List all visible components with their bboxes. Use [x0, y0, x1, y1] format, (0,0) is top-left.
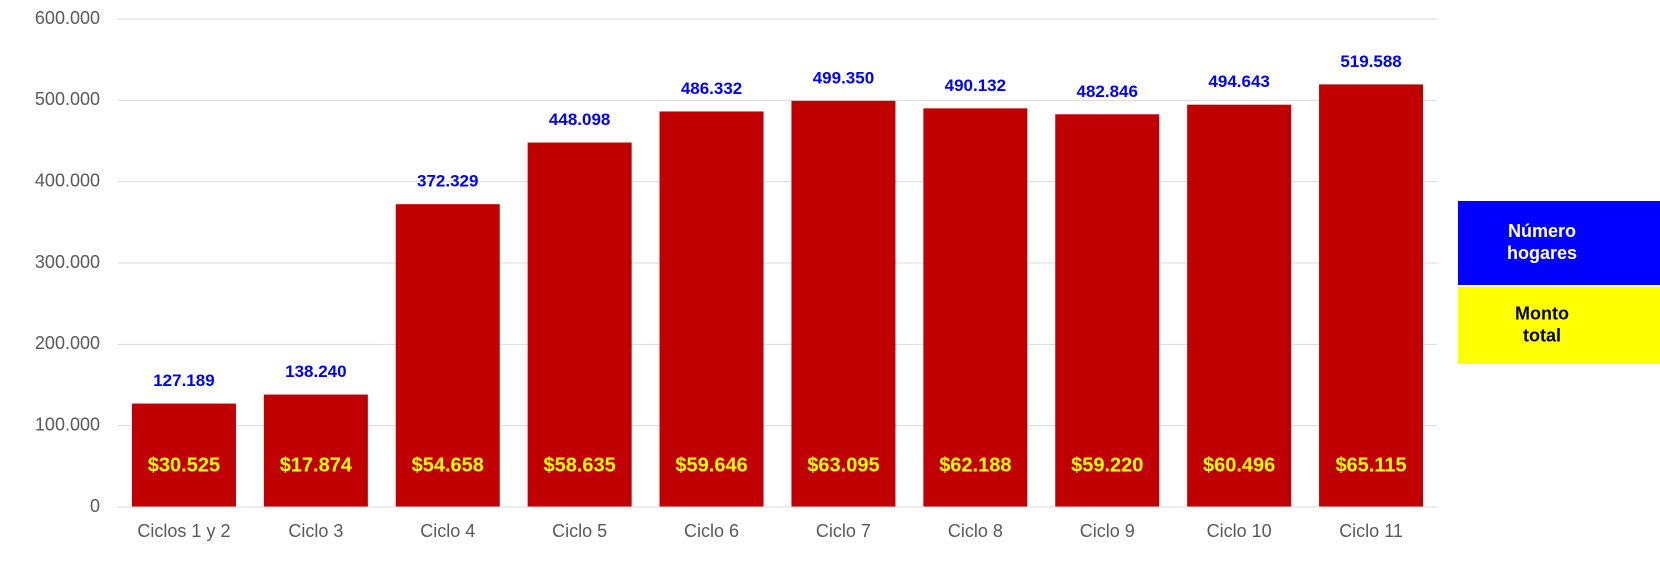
legend-label: Número hogares [1507, 221, 1577, 263]
bar [527, 142, 632, 507]
bar [791, 100, 896, 507]
x-tick-label: Ciclo 3 [288, 521, 343, 541]
value-label: 127.189 [153, 371, 214, 390]
bar [659, 111, 764, 507]
x-tick-label: Ciclo 9 [1080, 521, 1135, 541]
value-label: 486.332 [681, 79, 742, 98]
bar [923, 108, 1028, 507]
bar [1319, 84, 1424, 507]
x-tick-label: Ciclos 1 y 2 [137, 521, 230, 541]
bar [1187, 104, 1292, 507]
amount-label: $54.658 [412, 454, 484, 476]
value-label: 499.350 [813, 68, 874, 87]
bar [263, 394, 368, 507]
amount-label: $60.496 [1203, 454, 1275, 476]
value-label: 372.329 [417, 172, 478, 191]
legend-label: Monto total [1515, 303, 1569, 345]
x-tick-label: Ciclo 4 [420, 521, 475, 541]
y-tick-label: 200.000 [35, 333, 100, 353]
bar [395, 204, 500, 507]
value-label: 519.588 [1340, 52, 1401, 71]
y-tick-label: 300.000 [35, 252, 100, 272]
bar [131, 403, 236, 507]
y-tick-label: 100.000 [35, 414, 100, 434]
value-label: 494.643 [1208, 72, 1269, 91]
value-label: 138.240 [285, 362, 346, 381]
amount-label: $62.188 [939, 454, 1011, 476]
y-tick-label: 600.000 [35, 8, 100, 28]
x-tick-label: Ciclo 8 [948, 521, 1003, 541]
y-tick-label: 400.000 [35, 170, 100, 190]
amount-label: $65.115 [1335, 454, 1406, 476]
amount-label: $59.220 [1071, 454, 1143, 476]
amount-label: $59.646 [675, 454, 747, 476]
x-tick-label: Ciclo 7 [816, 521, 871, 541]
amount-label: $58.635 [544, 454, 616, 476]
amount-label: $63.095 [807, 454, 879, 476]
x-tick-label: Ciclo 5 [552, 521, 607, 541]
legend-box [1458, 287, 1660, 364]
bar [1055, 114, 1160, 508]
x-tick-label: Ciclo 6 [684, 521, 739, 541]
value-label: 490.132 [945, 76, 1006, 95]
legend-box [1458, 201, 1660, 285]
value-label: 482.846 [1077, 82, 1138, 101]
value-label: 448.098 [549, 110, 610, 129]
x-tick-label: Ciclo 10 [1207, 521, 1272, 541]
y-tick-label: 500.000 [35, 89, 100, 109]
amount-label: $30.525 [148, 454, 220, 476]
amount-label: $17.874 [280, 454, 353, 476]
x-tick-label: Ciclo 11 [1339, 521, 1403, 541]
y-tick-label: 0 [90, 496, 100, 516]
